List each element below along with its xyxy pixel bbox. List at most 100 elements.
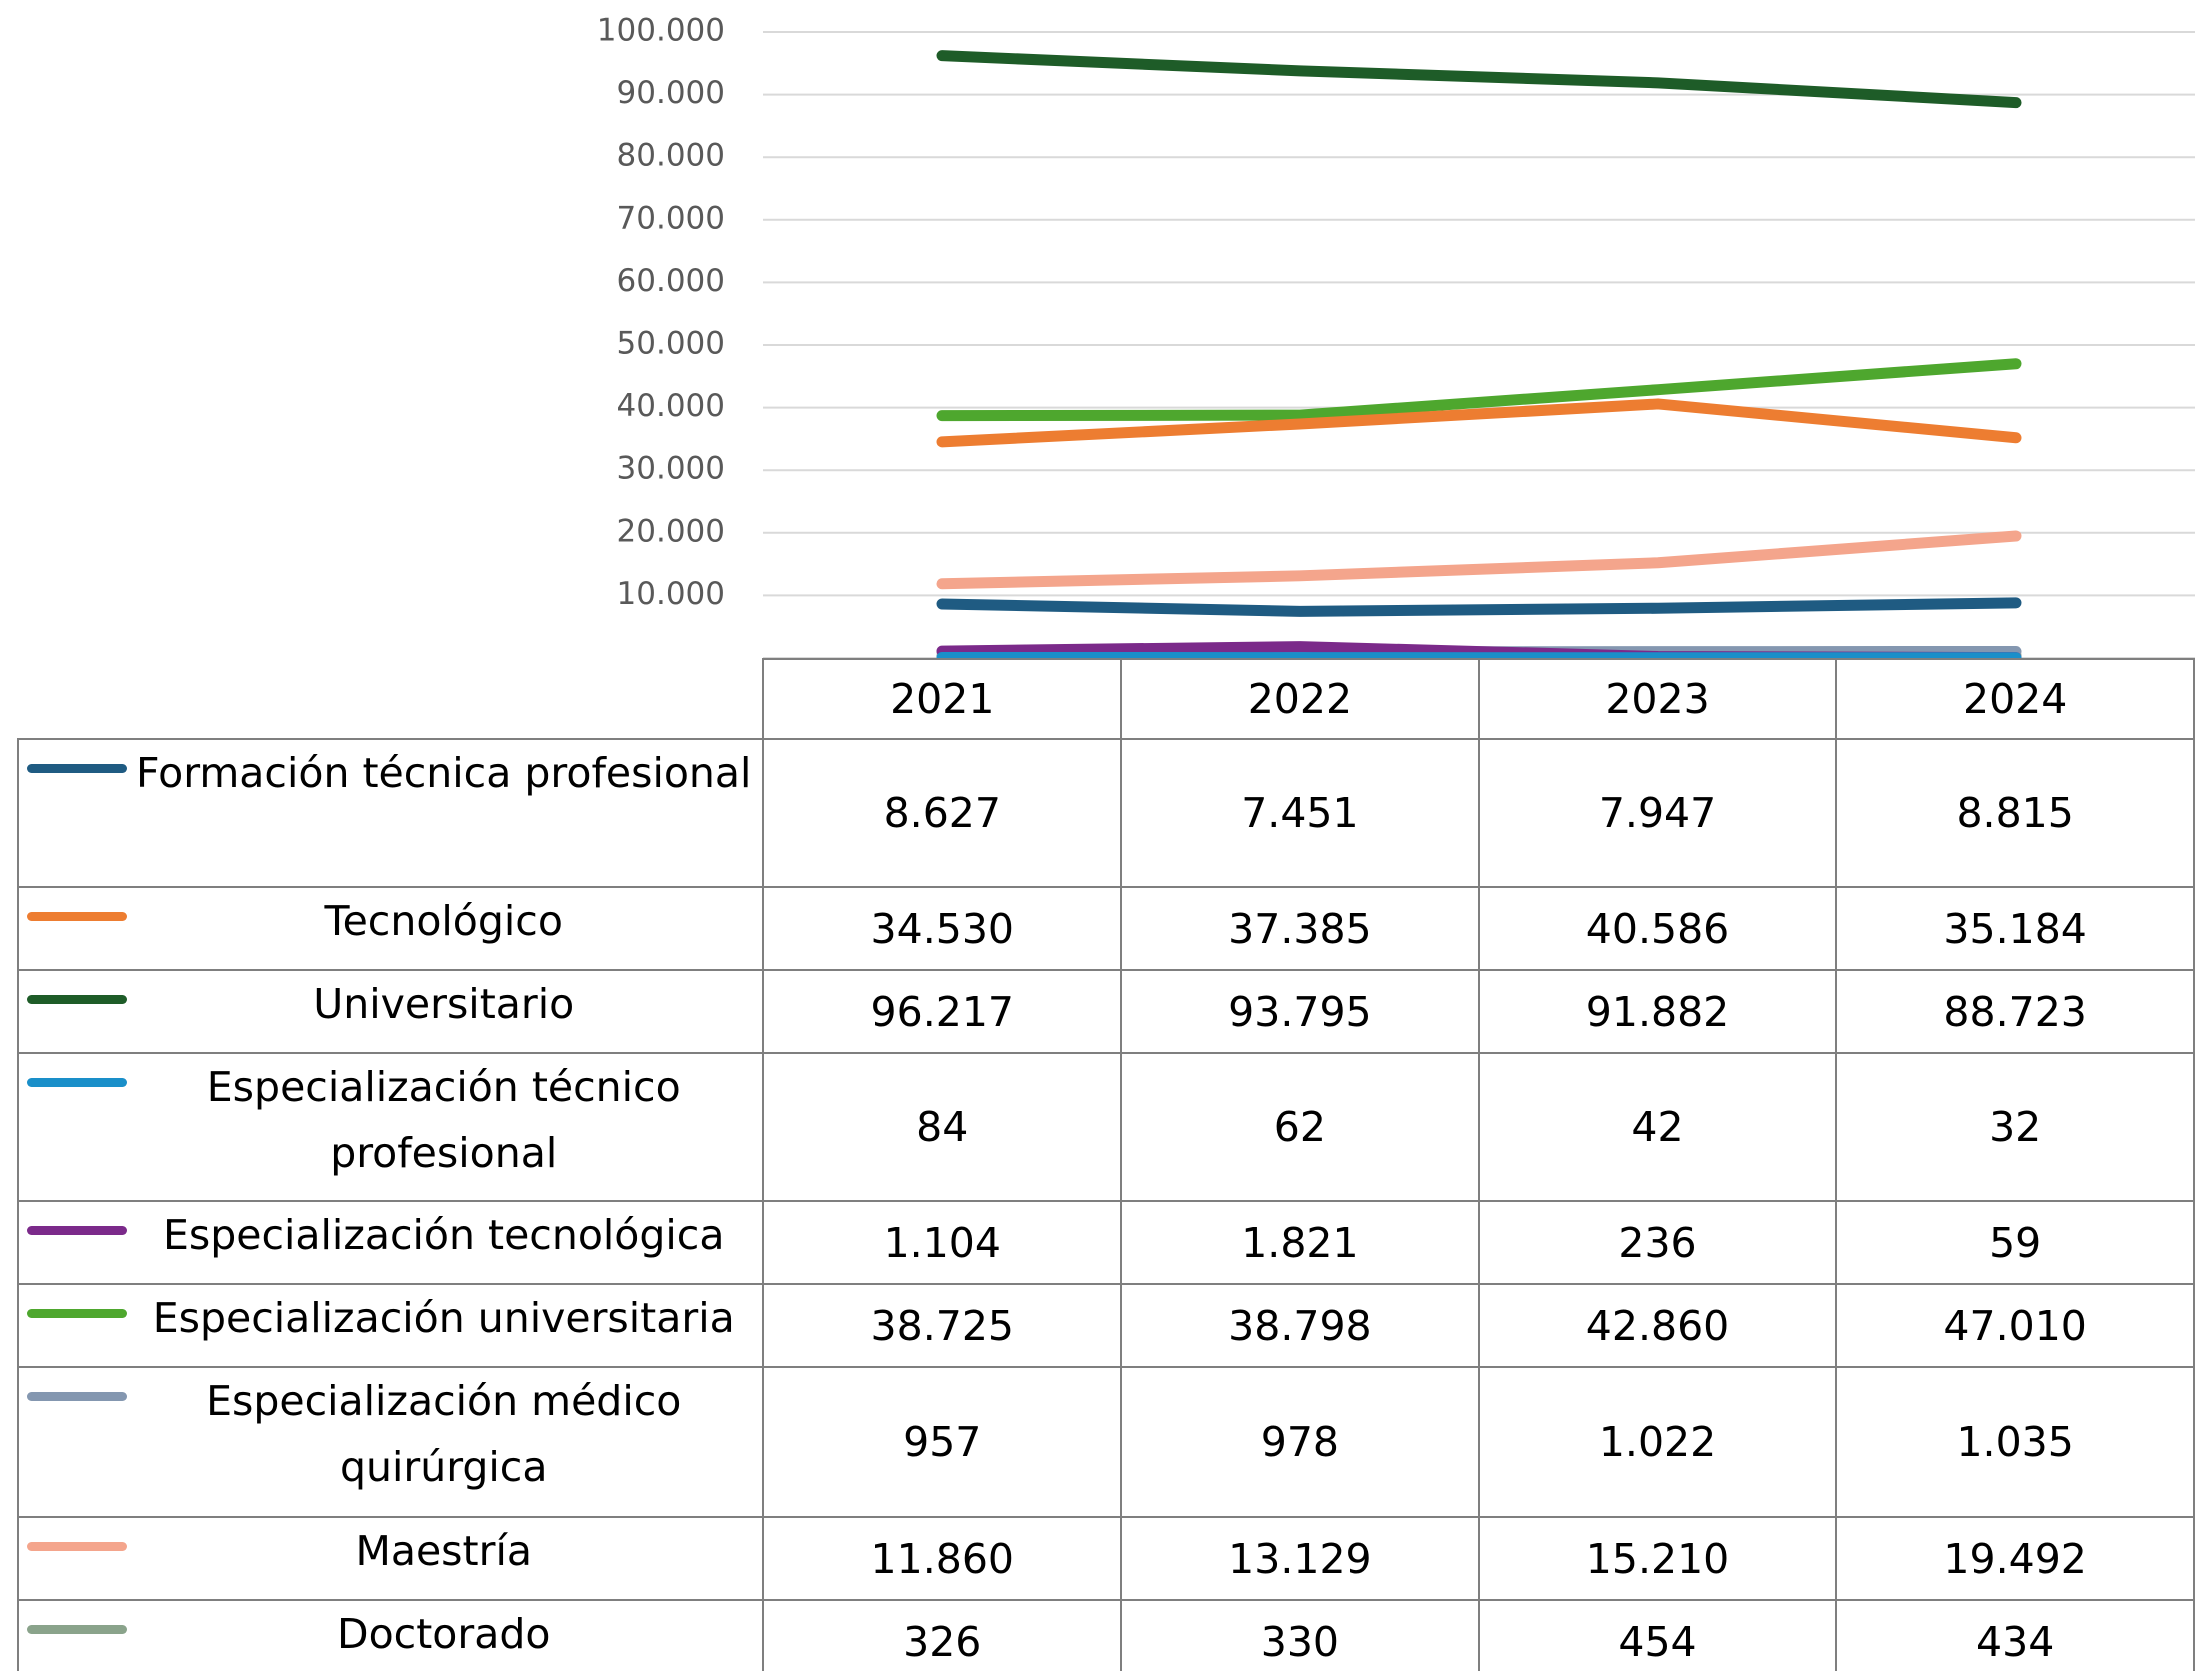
value-cell: 1.821 — [1120, 1200, 1480, 1285]
value-cell: 957 — [762, 1366, 1123, 1518]
value-cell: 96.217 — [762, 969, 1123, 1054]
corner — [18, 659, 765, 740]
legend-entry: Tecnológico — [20, 889, 761, 954]
value-cell: 91.882 — [1477, 969, 1838, 1054]
legend-label: Doctorado — [337, 1610, 551, 1658]
legend-label: Tecnológico — [324, 897, 563, 945]
legend-swatch — [27, 1309, 127, 1318]
value-cell: 35.184 — [1835, 886, 2195, 971]
series-row: Especialización técnico profesional 84 62 4… — [16, 1052, 2195, 1202]
value-cell: 59 — [1835, 1200, 2195, 1285]
legend-swatch — [27, 1226, 127, 1235]
value-cell: 7.947 — [1477, 738, 1838, 888]
series-row: Especialización universitaria 38.725 38.79… — [16, 1283, 2195, 1368]
value-cell: 13.129 — [1120, 1516, 1480, 1601]
value-cell: 326 — [762, 1599, 1123, 1671]
value-cell: 454 — [1477, 1599, 1838, 1671]
category-label: 2021 — [762, 658, 1123, 740]
header-row: 2021 2022 2023 2024 — [18, 658, 2195, 740]
legend-entry: Formación técnica profesional — [20, 741, 761, 806]
y-tick-label: 80.000 — [617, 138, 725, 174]
value-cell: 38.725 — [762, 1283, 1123, 1368]
value-cell: 34.530 — [762, 886, 1123, 971]
legend-entry: Universitario — [20, 972, 761, 1037]
legend-swatch — [27, 1078, 127, 1087]
data-table: 2021 2022 2023 2024 Formación técnica profes… — [16, 658, 2195, 1671]
series-row: Especialización tecnológica 1.104 1.821 236… — [16, 1200, 2195, 1285]
value-cell: 434 — [1835, 1599, 2195, 1671]
legend-label: Especialización tecnológica — [162, 1211, 725, 1259]
legend-swatch — [27, 995, 127, 1004]
value-cell: 8.627 — [762, 738, 1123, 888]
series-row: Tecnológico 34.530 37.385 40.586 35.184 — [16, 886, 2195, 971]
value-cell: 236 — [1477, 1200, 1838, 1285]
y-tick-label: 40.000 — [617, 388, 725, 424]
y-tick-label: 10.000 — [617, 576, 725, 612]
value-cell: 1.104 — [762, 1200, 1123, 1285]
legend-label: Maestría — [355, 1527, 532, 1575]
legend-label: Especialización médico quirúrgica — [206, 1377, 682, 1491]
legend-swatch — [27, 764, 127, 773]
series-row: Maestría 11.860 13.129 15.210 19.492 — [16, 1516, 2195, 1601]
y-tick-label: 50.000 — [617, 326, 725, 362]
legend-label: Especialización técnico profesional — [206, 1063, 681, 1177]
series-line — [936, 597, 2022, 617]
y-tick-label: 90.000 — [617, 75, 725, 111]
y-tick-label: 100.000 — [597, 13, 725, 49]
legend-cell: Maestría — [16, 1516, 765, 1601]
y-tick-label: 20.000 — [617, 513, 725, 549]
value-cell: 84 — [762, 1052, 1123, 1202]
value-cell: 38.798 — [1120, 1283, 1480, 1368]
legend-entry: Maestría — [20, 1519, 761, 1584]
value-cell: 7.451 — [1120, 738, 1480, 888]
legend-cell: Especialización técnico profesional — [16, 1052, 765, 1202]
legend-entry: Especialización médico quirúrgica — [20, 1369, 761, 1500]
value-cell: 11.860 — [762, 1516, 1123, 1601]
legend-swatch — [27, 1625, 127, 1634]
category-label: 2023 — [1477, 658, 1838, 740]
value-cell: 37.385 — [1120, 886, 1480, 971]
value-cell: 88.723 — [1835, 969, 2195, 1054]
legend-label: Universitario — [313, 980, 575, 1028]
value-cell: 42.860 — [1477, 1283, 1838, 1368]
legend-entry: Especialización universitaria — [20, 1286, 761, 1351]
legend-swatch — [27, 1542, 127, 1551]
legend-cell: Tecnológico — [16, 886, 765, 971]
value-cell: 32 — [1835, 1052, 2195, 1202]
series-line — [936, 398, 2022, 448]
category-label: 2024 — [1835, 658, 2195, 740]
legend-swatch — [27, 1392, 127, 1401]
series-row: Doctorado 326 330 454 434 — [16, 1599, 2195, 1671]
value-cell: 8.815 — [1835, 738, 2195, 888]
category-label: 2022 — [1120, 658, 1480, 740]
y-tick-label: 70.000 — [617, 200, 725, 236]
value-cell: 19.492 — [1835, 1516, 2195, 1601]
legend-cell: Especialización médico quirúrgica — [16, 1366, 765, 1518]
series-line — [936, 358, 2022, 422]
legend-swatch — [27, 912, 127, 921]
y-tick-label: 30.000 — [617, 451, 725, 487]
legend-label: Formación técnica profesional — [136, 749, 752, 797]
legend-entry: Doctorado — [20, 1602, 761, 1667]
series-row: Especialización médico quirúrgica 957 978 1… — [16, 1366, 2195, 1518]
legend-label: Especialización universitaria — [152, 1294, 735, 1342]
y-tick-label: 60.000 — [617, 263, 725, 299]
series-line — [936, 530, 2022, 590]
value-cell: 62 — [1120, 1052, 1480, 1202]
series-line — [936, 50, 2022, 109]
legend-cell: Doctorado — [16, 1599, 765, 1671]
value-cell: 978 — [1120, 1366, 1480, 1518]
value-cell: 15.210 — [1477, 1516, 1838, 1601]
value-cell: 1.035 — [1835, 1366, 2195, 1518]
value-cell: 40.586 — [1477, 886, 1838, 971]
value-cell: 330 — [1120, 1599, 1480, 1671]
legend-entry: Especialización técnico profesional — [20, 1055, 761, 1186]
series-row: Universitario 96.217 93.795 91.882 88.723 — [16, 969, 2195, 1054]
legend-entry: Especialización tecnológica — [20, 1203, 761, 1268]
value-cell: 1.022 — [1477, 1366, 1838, 1518]
legend-cell: Especialización universitaria — [16, 1283, 765, 1368]
legend-cell: Universitario — [16, 969, 765, 1054]
value-cell: 42 — [1477, 1052, 1838, 1202]
legend-cell: Formación técnica profesional — [16, 738, 765, 888]
